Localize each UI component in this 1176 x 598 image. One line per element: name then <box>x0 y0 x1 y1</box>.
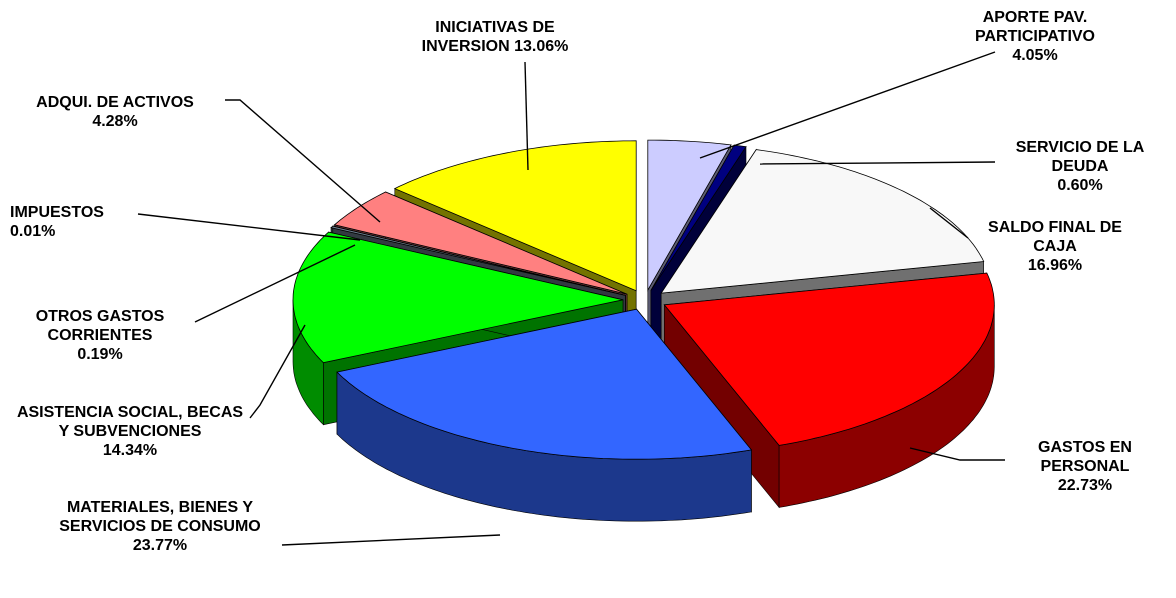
slice-label: MATERIALES, BIENES Y SERVICIOS DE CONSUM… <box>40 498 280 555</box>
leader-line <box>194 244 356 323</box>
leader-line <box>281 534 501 546</box>
category-name: INICIATIVAS DE INVERSION <box>421 19 555 55</box>
value-label: 22.73% <box>1057 477 1113 494</box>
slice-label: APORTE PAV. PARTICIPATIVO 4.05% <box>955 8 1115 65</box>
value-label: 4.28% <box>92 113 138 130</box>
value-label: 14.34% <box>102 442 158 459</box>
leader-line <box>524 61 529 171</box>
category-name: ASISTENCIA SOCIAL, BECAS Y SUBVENCIONES <box>16 404 244 440</box>
slice-top <box>650 144 747 291</box>
leader-line <box>909 447 1005 461</box>
slice-top <box>292 231 624 364</box>
value-label: 0.01% <box>10 223 56 240</box>
leader-line <box>225 99 381 223</box>
value-label: 23.77% <box>132 537 188 554</box>
value-label: 13.06% <box>514 38 569 55</box>
category-name: ADQUI. DE ACTIVOS <box>36 94 194 111</box>
category-name: SALDO FINAL DE CAJA <box>988 219 1122 255</box>
leader-line <box>759 161 996 165</box>
value-label: 16.96% <box>1027 257 1083 274</box>
value-label: 4.05% <box>1012 47 1058 64</box>
slice-label: SALDO FINAL DE CAJA 16.96% <box>965 218 1145 275</box>
leader-line <box>137 213 361 241</box>
leader-line <box>249 324 306 419</box>
category-name: IMPUESTOS <box>10 204 104 221</box>
slice <box>336 308 753 522</box>
category-name: OTROS GASTOS CORRIENTES <box>35 308 165 344</box>
slice-label: IMPUESTOS 0.01% <box>10 203 130 241</box>
category-name: MATERIALES, BIENES Y SERVICIOS DE CONSUM… <box>59 499 261 535</box>
value-label: 0.19% <box>77 346 123 363</box>
value-label: 0.60% <box>1057 177 1103 194</box>
slice-label: INICIATIVAS DE INVERSION 13.06% <box>400 18 590 56</box>
category-name: APORTE PAV. PARTICIPATIVO <box>975 9 1095 45</box>
slice-top <box>336 308 753 460</box>
category-name: GASTOS EN PERSONAL <box>1038 439 1132 475</box>
leader-line <box>699 51 996 159</box>
slice-label: ADQUI. DE ACTIVOS 4.28% <box>10 93 220 131</box>
slice-top <box>333 191 628 295</box>
slice-label: OTROS GASTOS CORRIENTES 0.19% <box>10 307 190 364</box>
slice-top <box>330 225 626 296</box>
category-name: SERVICIO DE LA DEUDA <box>1015 139 1145 175</box>
slice-label: GASTOS EN PERSONAL 22.73% <box>1015 438 1155 495</box>
slice-top <box>393 140 637 292</box>
leader-line <box>929 207 969 239</box>
slice-top <box>663 272 995 446</box>
slice-label: SERVICIO DE LA DEUDA 0.60% <box>990 138 1170 195</box>
slice-top <box>647 139 732 292</box>
slice-label: ASISTENCIA SOCIAL, BECAS Y SUBVENCIONES … <box>10 403 250 460</box>
